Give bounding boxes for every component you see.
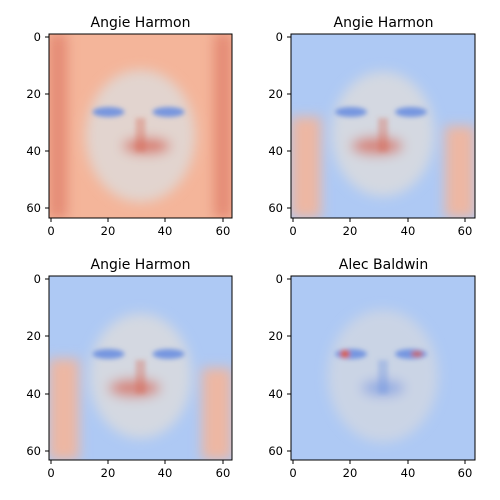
panel-1-eyes: [335, 107, 427, 152]
panel-2-ytick-60: 60: [26, 444, 41, 458]
panel-3: Alec Baldwin 0 20 40 60 0 20 40 60: [268, 257, 476, 480]
panel-3-yticks: 0 20 40 60: [268, 272, 291, 458]
panel-2-xtick-20: 20: [101, 466, 116, 480]
panel-3-frame: [290, 275, 476, 461]
panel-1-mouth: [351, 137, 403, 155]
panel-3-ytick-0: 0: [276, 272, 283, 286]
panel-1-left-edge: [291, 116, 321, 218]
panel-3-xticks: 0 20 40 60: [289, 460, 472, 480]
panel-0-ytick-60: 60: [26, 201, 41, 215]
panel-0-mouth: [122, 138, 171, 154]
panel-0-right-edge: [214, 34, 232, 218]
panel-0-frame: [48, 33, 233, 219]
panel-3-nose: [378, 360, 388, 394]
panel-3-heatmap: [291, 276, 475, 460]
panel-0-xticks: 0 20 40 60: [47, 218, 230, 238]
panel-0-xtick-20: 20: [101, 224, 116, 238]
panel-2-xtick-0: 0: [47, 466, 54, 480]
panel-0-yticks: 0 20 40 60: [26, 30, 49, 215]
panel-2-right-edge: [202, 368, 232, 460]
panel-1-ytick-20: 20: [268, 87, 283, 101]
panel-2-left-edge: [49, 358, 79, 460]
panel-3-ytick-40: 40: [268, 387, 283, 401]
panel-2-yticks: 0 20 40 60: [26, 272, 49, 458]
panel-3-xtick-0: 0: [289, 466, 296, 480]
panel-3-xtick-60: 60: [458, 466, 473, 480]
panel-1-heatmap: [291, 34, 475, 218]
panel-1-ytick-60: 60: [268, 201, 283, 215]
panel-1-xtick-40: 40: [401, 224, 416, 238]
panel-0: Angie Harmon 0 20 40 60 0 20 40 60: [26, 15, 233, 238]
panel-1-right-eye: [395, 107, 427, 117]
panel-0-xtick-0: 0: [47, 224, 54, 238]
panel-0-left-eye: [92, 107, 125, 117]
panel-0-nose: [135, 118, 146, 152]
panel-1-xticks: 0 20 40 60: [289, 218, 472, 238]
panel-0-xtick-60: 60: [216, 224, 231, 238]
panel-3-right-highlight: [411, 351, 423, 357]
panel-2-ytick-20: 20: [26, 329, 41, 343]
panel-0-ytick-40: 40: [26, 144, 41, 158]
panel-1-xtick-0: 0: [289, 224, 296, 238]
panel-1: Angie Harmon 0 20 40 60 0 20 40 60: [268, 15, 476, 238]
panel-0-heatmap: [49, 34, 232, 218]
panel-2-xtick-60: 60: [216, 466, 231, 480]
panel-0-title: Angie Harmon: [91, 15, 191, 31]
panel-1-cells: [291, 34, 475, 218]
panel-2-right-eye: [152, 349, 185, 359]
panel-0-eyes: [92, 107, 185, 152]
panel-2-ytick-40: 40: [26, 387, 41, 401]
panel-3-title: Alec Baldwin: [339, 257, 428, 273]
panel-2-ytick-0: 0: [34, 272, 41, 286]
panel-1-nose: [378, 118, 388, 152]
panel-3-cells: [291, 276, 475, 460]
panel-0-xtick-40: 40: [158, 224, 173, 238]
panel-2-nose: [135, 360, 146, 394]
panel-0-right-eye: [152, 107, 185, 117]
panel-0-cells: [49, 34, 232, 218]
panel-2-mouth: [108, 379, 161, 397]
panel-3-ytick-60: 60: [268, 444, 283, 458]
panel-3-eyes: [335, 349, 427, 394]
panel-1-frame: [290, 33, 476, 219]
panel-2-heatmap: [49, 276, 232, 460]
panel-2-frame: [48, 275, 233, 461]
panel-2-left-eye: [92, 349, 125, 359]
panel-1-left-eye: [335, 107, 367, 117]
panel-0-ytick-0: 0: [34, 30, 41, 44]
panel-3-ytick-20: 20: [268, 329, 283, 343]
panel-3-xtick-20: 20: [343, 466, 358, 480]
panel-2-xticks: 0 20 40 60: [47, 460, 230, 480]
panel-1-xtick-60: 60: [458, 224, 473, 238]
panel-1-right-edge: [445, 126, 475, 218]
panel-0-ytick-20: 20: [26, 87, 41, 101]
panel-2-eyes: [92, 349, 185, 394]
panel-2-xtick-40: 40: [158, 466, 173, 480]
panel-1-xtick-20: 20: [343, 224, 358, 238]
panel-1-ytick-0: 0: [276, 30, 283, 44]
panel-0-left-edge: [49, 34, 67, 218]
panel-2-title: Angie Harmon: [91, 257, 191, 273]
panel-3-left-eye: [335, 349, 367, 359]
panel-3-xtick-40: 40: [401, 466, 416, 480]
panel-3-left-highlight: [340, 350, 350, 358]
panel-2: Angie Harmon 0 20 40 60 0 20 40 60: [26, 257, 233, 480]
panel-1-ytick-40: 40: [268, 144, 283, 158]
panel-2-cells: [49, 276, 232, 460]
panel-1-yticks: 0 20 40 60: [268, 30, 291, 215]
panel-1-title: Angie Harmon: [334, 15, 434, 31]
